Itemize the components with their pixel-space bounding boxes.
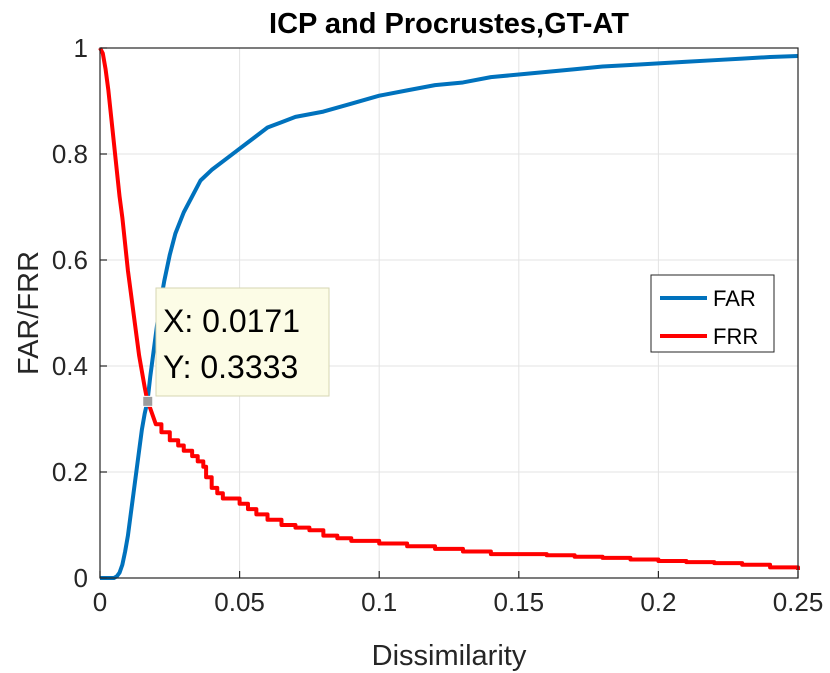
x-axis-label: Dissimilarity	[372, 640, 527, 672]
x-tick-label: 0	[93, 587, 107, 617]
y-tick-label: 1	[74, 33, 88, 63]
x-ticks: 0 0.05 0.1 0.15 0.2 0.25	[93, 571, 824, 617]
y-tick-label: 0.6	[52, 245, 88, 275]
x-tick-label: 0.2	[640, 587, 676, 617]
y-tick-label: 0	[74, 563, 88, 593]
series-group	[98, 47, 800, 580]
series-line-frr	[98, 47, 800, 571]
x-tick-label: 0.05	[214, 587, 265, 617]
legend: FAR FRR	[650, 274, 775, 353]
y-ticks: 0 0.2 0.4 0.6 0.8 1	[52, 33, 107, 593]
data-tip[interactable]: X: 0.0171 Y: 0.3333	[142, 287, 330, 407]
data-tip-box	[155, 287, 330, 397]
data-tip-y-text: Y: 0.3333	[163, 349, 298, 385]
x-tick-label: 0.25	[773, 587, 824, 617]
data-tip-x-text: X: 0.0171	[163, 303, 300, 339]
y-tick-label: 0.8	[52, 139, 88, 169]
y-tick-label: 0.4	[52, 351, 88, 381]
x-tick-label: 0.1	[361, 587, 397, 617]
series-line-far	[100, 53, 799, 580]
legend-far-label: FAR	[713, 286, 756, 311]
axes-box	[99, 47, 799, 579]
y-tick-label: 0.2	[52, 457, 88, 487]
legend-box	[650, 274, 775, 353]
legend-frr-label: FRR	[713, 324, 758, 349]
y-axis-label: FAR/FRR	[13, 251, 45, 375]
x-tick-label: 0.15	[493, 587, 544, 617]
chart-title: ICP and Procrustes,GT-AT	[269, 8, 629, 40]
data-tip-marker[interactable]	[142, 395, 154, 407]
